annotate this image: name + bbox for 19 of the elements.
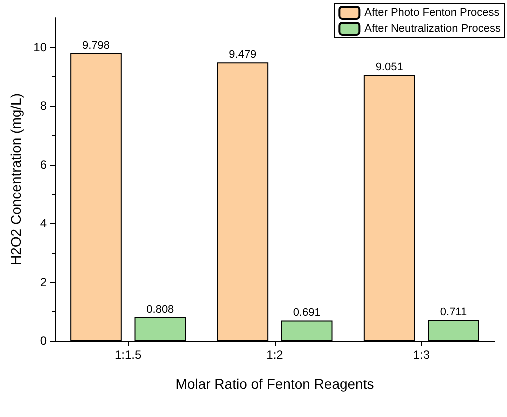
y-tick-label: 0	[40, 334, 48, 348]
x-tick-label: 1:1.5	[114, 348, 142, 362]
y-tick-label: 8	[40, 99, 48, 114]
data-label: 9.798	[82, 40, 110, 52]
y-tick-label: 4	[40, 216, 48, 231]
legend-label: After Photo Fenton Process	[364, 7, 500, 19]
data-label: 0.711	[440, 306, 468, 319]
data-label: 0.691	[293, 307, 321, 320]
data-label: 9.479	[229, 49, 257, 62]
x-axis-title: Molar Ratio of Fenton Reagents	[176, 376, 374, 392]
y-tick-label: 10	[34, 40, 48, 54]
data-label: 9.051	[376, 62, 404, 74]
data-label: 0.808	[146, 304, 174, 316]
y-axis-title: H2O2 Concentration (mg/L)	[8, 94, 24, 266]
legend-label: After Neutralization Process	[364, 23, 502, 35]
x-tick-label: 1:2	[266, 348, 284, 362]
y-tick-label: 6	[40, 158, 48, 172]
y-tick-label: 2	[40, 275, 48, 290]
x-tick-label: 1:3	[413, 348, 430, 362]
